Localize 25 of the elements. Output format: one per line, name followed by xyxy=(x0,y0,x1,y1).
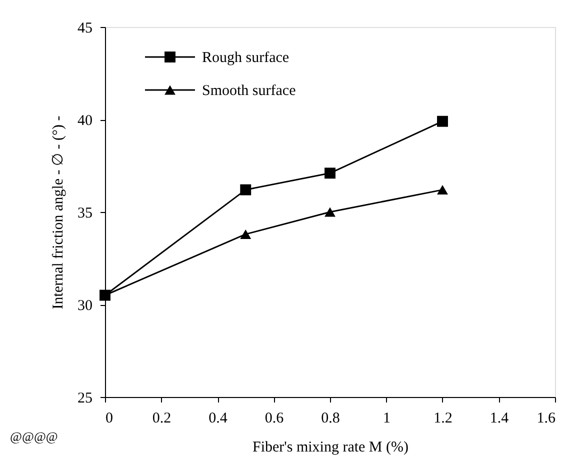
point xyxy=(324,207,336,217)
y-tick-label: 45 xyxy=(78,20,92,36)
x-tick-label: 0.8 xyxy=(321,410,340,426)
x-tick-label: 1.2 xyxy=(434,410,452,426)
y-tick-label: 25 xyxy=(78,390,92,406)
point xyxy=(324,168,336,179)
point xyxy=(240,229,252,239)
x-tick-label: 0.4 xyxy=(208,410,228,426)
legend-label: Smooth surface xyxy=(202,83,296,99)
x-tick-label: 1.6 xyxy=(536,410,556,426)
x-tick-label: 1 xyxy=(383,410,390,426)
x-axis-title: Fiber's mixing rate M (%) xyxy=(252,440,409,456)
y-axis-title: Internal friction angle - ∅ - (°) - xyxy=(50,116,66,310)
x-tick-label: 1.4 xyxy=(490,410,510,426)
x-tick-label: 0 xyxy=(106,410,113,426)
point xyxy=(437,185,448,195)
y-tick-label: 35 xyxy=(78,206,92,222)
x-tick-label: 0.2 xyxy=(152,410,172,426)
point xyxy=(240,184,252,196)
legend-label: Rough surface xyxy=(202,50,290,66)
point xyxy=(437,116,448,127)
x-tick-label: 0.6 xyxy=(264,410,284,426)
y-tick-label: 40 xyxy=(78,113,92,129)
text: @@@@ xyxy=(10,429,58,444)
y-tick-label: 30 xyxy=(78,298,92,314)
